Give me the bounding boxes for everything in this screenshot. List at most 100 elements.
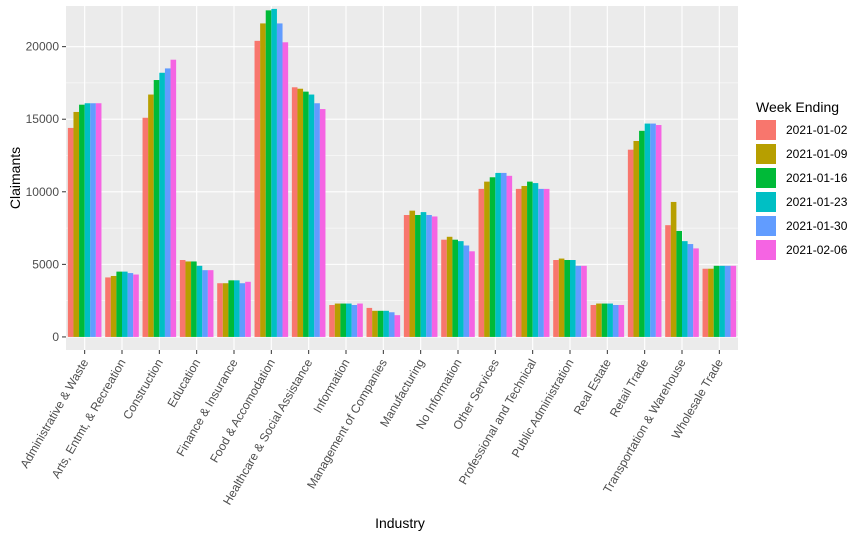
bar <box>282 42 289 337</box>
bar <box>388 312 395 337</box>
bar <box>627 149 634 337</box>
legend-label: 2021-01-30 <box>786 219 848 233</box>
bar <box>702 268 709 337</box>
y-tick-label: 15000 <box>26 112 60 126</box>
bar <box>409 210 416 337</box>
legend-label: 2021-01-16 <box>786 171 848 185</box>
bar <box>79 104 85 337</box>
bar <box>441 239 447 337</box>
bar <box>581 265 587 337</box>
bar <box>564 260 570 337</box>
legend-key <box>756 192 776 212</box>
bar <box>357 303 363 337</box>
bar <box>670 201 677 337</box>
bar <box>153 80 160 337</box>
bar <box>426 215 432 337</box>
bar <box>73 111 80 337</box>
bar <box>618 305 625 337</box>
bar <box>276 23 283 337</box>
bar <box>148 94 154 337</box>
bar <box>538 188 544 337</box>
bar <box>543 188 550 337</box>
bar <box>463 245 470 337</box>
bar <box>570 260 576 337</box>
bar <box>515 188 522 337</box>
bar <box>202 270 208 337</box>
bar <box>228 280 234 337</box>
legend-items: 2021-01-02 2021-01-09 2021-01-16 2021-01-23… <box>756 120 848 260</box>
bar <box>185 261 192 337</box>
bar <box>489 177 496 337</box>
bar <box>601 303 608 337</box>
x-tick-label: Food & Accomodation <box>207 357 278 466</box>
bar <box>245 281 251 337</box>
bar <box>730 265 737 337</box>
bar <box>340 303 346 337</box>
plot-panel <box>66 6 738 350</box>
x-tick-label: Administrative & Waste <box>17 356 91 470</box>
bar <box>575 265 582 337</box>
bar <box>644 123 651 337</box>
bar <box>105 277 111 337</box>
bar <box>329 305 335 337</box>
bar <box>239 283 246 337</box>
bar <box>142 117 149 337</box>
bar <box>351 305 358 337</box>
bar <box>708 268 714 337</box>
legend-title: Week Ending <box>756 99 839 115</box>
legend-label: 2021-01-02 <box>786 123 848 137</box>
bar <box>558 258 565 337</box>
bar <box>265 10 272 337</box>
bar <box>553 260 559 337</box>
bar <box>682 241 688 337</box>
bar <box>222 283 229 337</box>
legend-key <box>756 168 776 188</box>
bar <box>191 261 197 337</box>
bar <box>394 315 401 337</box>
bar <box>590 305 597 337</box>
bar <box>271 8 277 337</box>
bar <box>67 127 74 337</box>
bar <box>469 251 475 337</box>
bar <box>639 130 645 337</box>
legend-label: 2021-01-23 <box>786 195 848 209</box>
bar <box>196 265 203 337</box>
bar <box>713 265 720 337</box>
bar <box>403 215 410 337</box>
y-tick-label: 10000 <box>26 185 60 199</box>
bars <box>67 8 737 337</box>
bar <box>314 103 320 337</box>
bar <box>159 72 165 337</box>
bar <box>319 109 326 337</box>
bar <box>116 271 122 337</box>
bar <box>84 103 91 337</box>
bar <box>665 225 671 337</box>
bar <box>527 181 533 337</box>
bar <box>633 140 640 337</box>
bar <box>95 103 102 337</box>
x-tick-label: Information <box>310 357 352 416</box>
bar <box>234 280 240 337</box>
bar <box>612 305 619 337</box>
bar <box>506 175 513 337</box>
bar <box>655 125 662 337</box>
bar <box>254 40 261 337</box>
bar <box>260 23 266 337</box>
bar <box>366 307 373 337</box>
bar <box>687 244 694 337</box>
legend-key <box>756 144 776 164</box>
y-tick-label: 5000 <box>32 257 59 271</box>
bar <box>431 216 438 337</box>
y-axis-title: Claimants <box>7 147 23 209</box>
bar <box>521 185 528 337</box>
bar <box>532 183 539 337</box>
y-tick-label: 20000 <box>26 40 60 54</box>
x-tick-label: Management of Companies <box>304 357 390 492</box>
bar <box>420 212 427 337</box>
bar <box>377 310 384 337</box>
bar <box>607 303 613 337</box>
bar <box>372 310 378 337</box>
bar <box>122 271 128 337</box>
bar <box>500 172 507 337</box>
